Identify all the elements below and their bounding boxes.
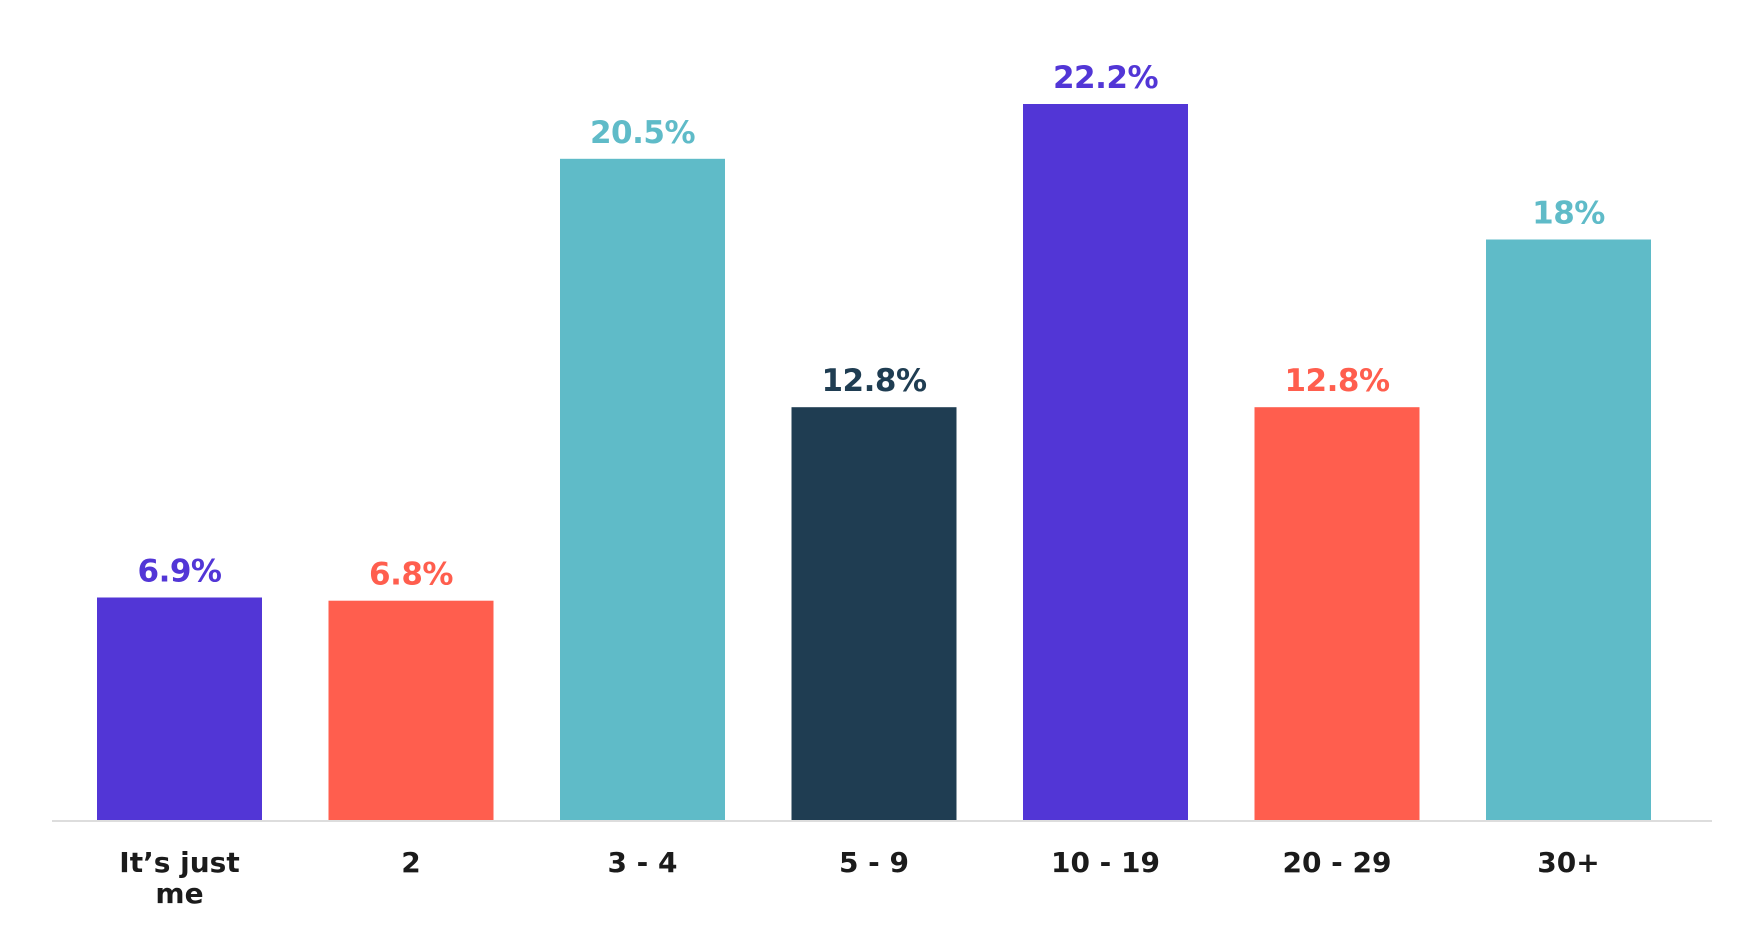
data-label-5: 12.8%: [1284, 363, 1389, 399]
data-label-3: 12.8%: [821, 363, 926, 399]
data-label-6: 18%: [1532, 196, 1605, 232]
x-tick-label-6-line-0: 30+: [1537, 846, 1599, 879]
bar-3: [791, 407, 957, 820]
x-tick-label-0-line-1: me: [155, 877, 203, 910]
x-tick-label-4: 10 - 19: [1051, 846, 1160, 879]
x-tick-label-2-line-0: 3 - 4: [607, 846, 677, 879]
x-tick-label-3: 5 - 9: [839, 846, 909, 879]
x-tick-label-1-line-0: 2: [401, 846, 420, 879]
bar-6: [1486, 239, 1651, 820]
x-tick-label-3-line-0: 5 - 9: [839, 846, 909, 879]
bar-1: [328, 600, 494, 820]
data-label-0: 6.9%: [138, 554, 222, 590]
data-label-2: 20.5%: [590, 115, 695, 151]
x-tick-label-1: 2: [401, 846, 420, 879]
data-labels-group: 6.9% 6.8% 20.5% 12.8% 22.2% 12.8% 18%: [138, 60, 1606, 593]
data-label-4: 22.2%: [1053, 60, 1158, 96]
x-tick-label-5-line-0: 20 - 29: [1282, 846, 1391, 879]
x-tick-labels-group: It’s just me 2 3 - 4 5 - 9 10 - 19 20 - 29 30+: [119, 846, 1599, 910]
x-tick-label-5: 20 - 29: [1282, 846, 1391, 879]
x-tick-label-0-line-0: It’s just: [119, 846, 239, 879]
bar-5: [1254, 407, 1420, 820]
x-tick-label-2: 3 - 4: [607, 846, 677, 879]
x-tick-label-4-line-0: 10 - 19: [1051, 846, 1160, 879]
bars-group: [97, 104, 1651, 821]
bar-4: [1023, 104, 1188, 820]
x-tick-label-6: 30+: [1537, 846, 1599, 879]
bar-0: [97, 597, 262, 820]
bar-2: [560, 158, 725, 821]
data-label-1: 6.8%: [369, 557, 453, 593]
x-tick-label-0: It’s just me: [119, 846, 239, 910]
